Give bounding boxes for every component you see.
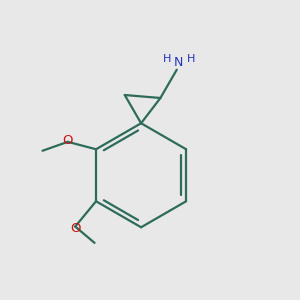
Text: H: H <box>187 54 195 64</box>
Text: N: N <box>173 56 183 69</box>
Text: O: O <box>63 134 73 147</box>
Text: O: O <box>70 221 80 235</box>
Text: H: H <box>163 54 171 64</box>
